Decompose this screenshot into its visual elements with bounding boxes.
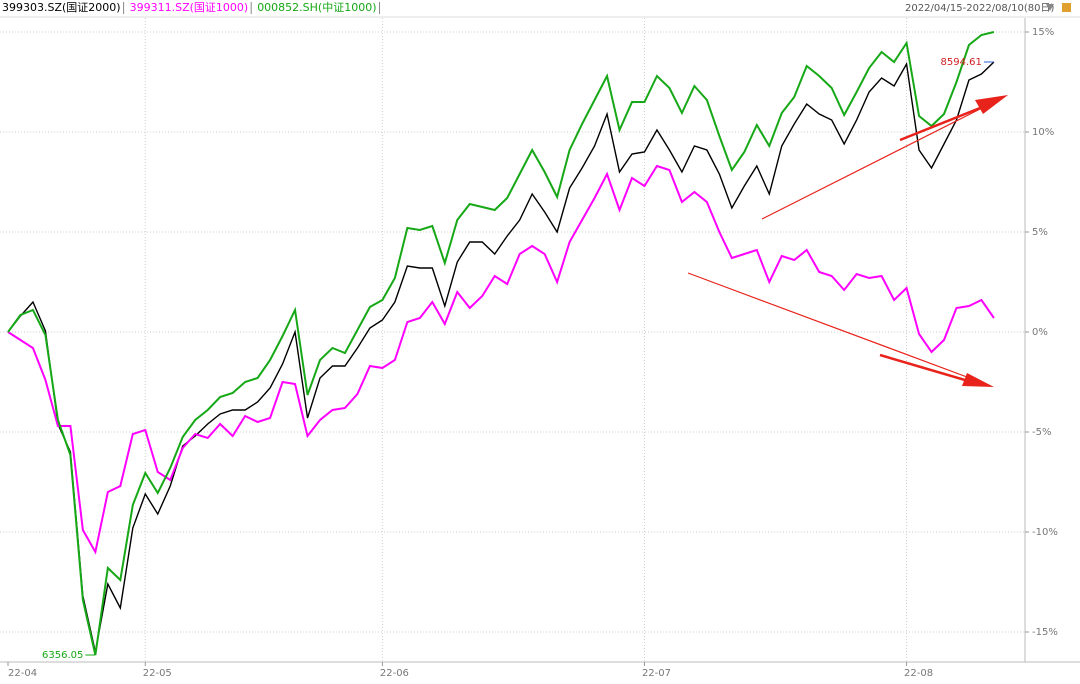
series-line [7, 61, 995, 653]
plot-area [0, 18, 1029, 666]
y-tick-label: 10% [1032, 127, 1054, 138]
legend-label: 399303.SZ(国证2000) [2, 1, 121, 14]
price-label: 8594.61 [941, 57, 982, 68]
x-tick-label: 22-05 [143, 668, 172, 679]
x-tick-label: 22-04 [8, 668, 37, 679]
y-tick-label: 5% [1032, 227, 1048, 238]
y-tick-label: -15% [1032, 627, 1058, 638]
lock-icon[interactable] [1062, 3, 1071, 12]
annotation-arrow [687, 95, 1008, 387]
legend-label: 000852.SH(中证1000) [257, 1, 376, 14]
y-tick-label: -5% [1032, 427, 1051, 438]
price-label: 6356.05 [42, 650, 83, 661]
x-tick-label: 22-07 [642, 668, 671, 679]
date-range: 2022/04/15-2022/08/10(80日) [905, 3, 1055, 14]
series-line [7, 164, 995, 555]
y-tick-label: 15% [1032, 27, 1054, 38]
x-tick-label: 22-06 [380, 668, 409, 679]
y-tick-label: -10% [1032, 527, 1058, 538]
series-line [7, 31, 995, 656]
legend: 399303.SZ(国证2000) 399311.SZ(国证1000) 000852… [2, 1, 381, 14]
dropdown-icon[interactable] [1046, 4, 1054, 11]
y-tick-label: 0% [1032, 327, 1048, 338]
x-tick-label: 22-08 [904, 668, 933, 679]
legend-label: 399311.SZ(国证1000) [130, 1, 249, 14]
